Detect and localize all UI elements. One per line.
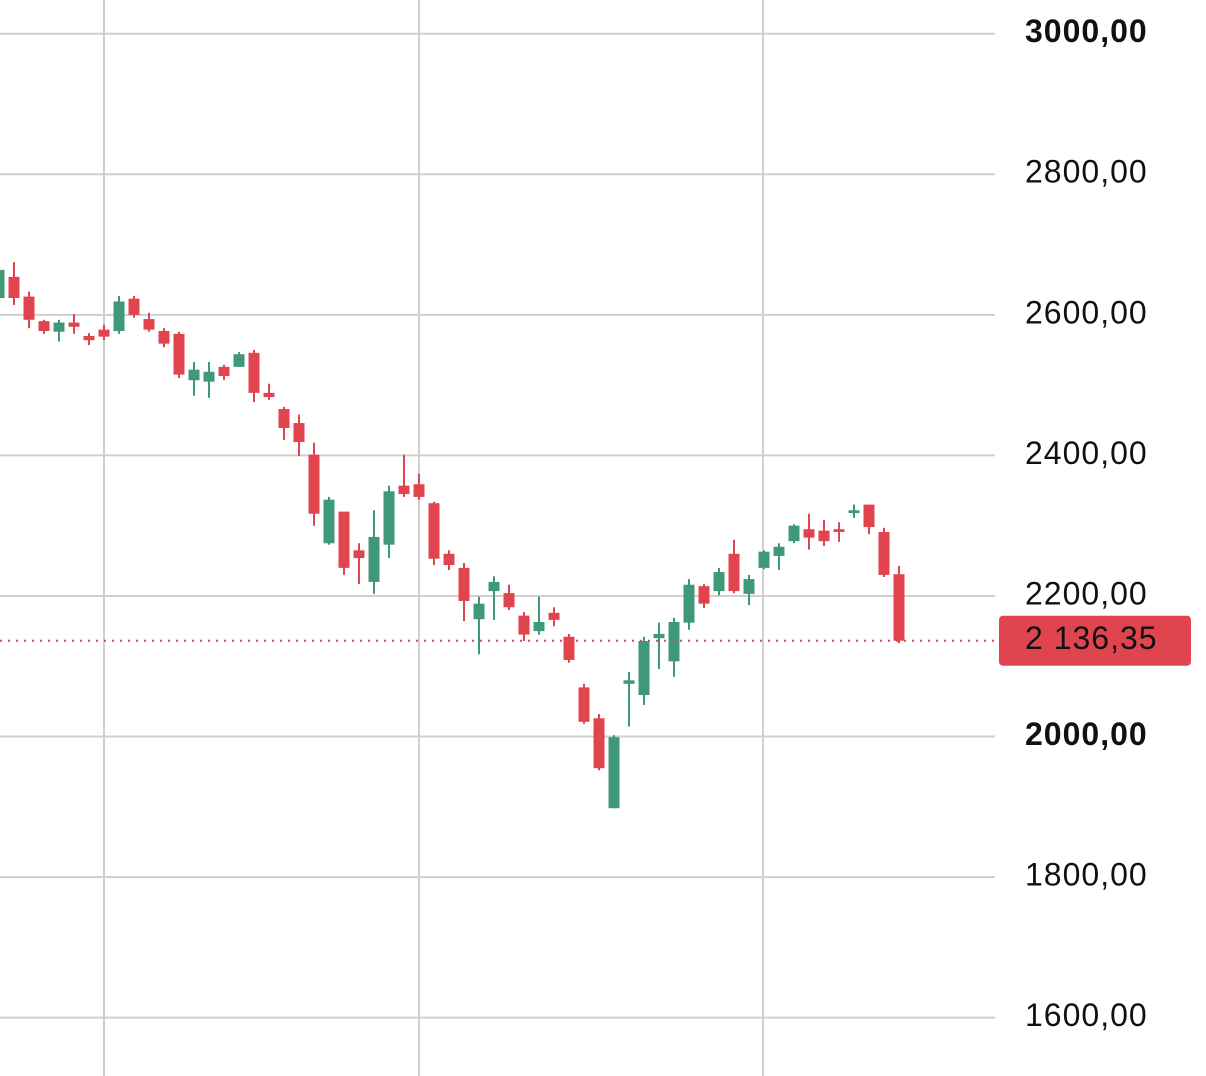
candle-body: [428, 503, 440, 559]
y-tick-label: 2400,00: [1025, 435, 1148, 471]
candle-body: [308, 454, 320, 514]
candle-body: [368, 536, 380, 582]
candle-body: [728, 553, 740, 592]
candle-body: [578, 687, 590, 722]
y-tick-label: 3000,00: [1025, 13, 1148, 49]
candle-body: [398, 485, 410, 495]
candle-body: [413, 484, 425, 497]
candle-body: [278, 409, 290, 429]
y-tick-label: 1600,00: [1025, 997, 1148, 1033]
candle-body: [548, 612, 560, 620]
candle-body: [503, 593, 515, 608]
candle-body: [533, 621, 545, 632]
candle-body: [233, 354, 245, 367]
candle-body: [128, 298, 140, 315]
candle-body: [98, 329, 110, 337]
candle-body: [383, 491, 395, 545]
candle-body: [263, 392, 275, 398]
candle-body: [83, 335, 95, 341]
candle-body: [758, 551, 770, 568]
candle-body: [848, 510, 860, 514]
candle-body: [818, 530, 830, 542]
candle-body: [323, 499, 335, 544]
candle-body: [188, 369, 200, 381]
candle-body: [68, 322, 80, 327]
candle-body: [863, 504, 875, 528]
candle-body: [893, 574, 905, 641]
candle-body: [563, 636, 575, 660]
candle-body: [443, 553, 455, 566]
candle-body: [173, 333, 185, 375]
candle-body: [293, 423, 305, 443]
candle-body: [878, 532, 890, 575]
vertical-grid: [103, 0, 764, 1076]
y-tick-label: 2800,00: [1025, 154, 1148, 190]
candle-body: [698, 586, 710, 604]
candle-body: [803, 529, 815, 538]
last-price-badge: [999, 615, 1191, 666]
candle-body: [788, 525, 800, 542]
candle-body: [833, 529, 845, 533]
candle-body: [608, 737, 620, 809]
candle-body: [143, 319, 155, 330]
candle-body: [473, 603, 485, 620]
last-price-label: 2 136,35: [1025, 620, 1158, 656]
candle-body: [8, 276, 20, 298]
candle-body: [773, 546, 785, 556]
candle-body: [53, 322, 65, 332]
candle-body: [218, 366, 230, 377]
candle-body: [488, 581, 500, 592]
candle-body: [0, 269, 5, 298]
candle-body: [113, 301, 125, 332]
y-tick-label: 1800,00: [1025, 857, 1148, 893]
y-tick-label: 2200,00: [1025, 575, 1148, 611]
candle-body: [248, 352, 260, 393]
candle-body: [713, 572, 725, 592]
candle-body: [518, 615, 530, 635]
candle-body: [623, 680, 635, 684]
candle-body: [683, 584, 695, 623]
y-tick-label: 2000,00: [1025, 716, 1148, 752]
candle-body: [458, 567, 470, 601]
candle-body: [158, 331, 170, 344]
candle-body: [593, 718, 605, 769]
candle-body: [743, 579, 755, 594]
candle-body: [203, 371, 215, 382]
y-tick-label: 2600,00: [1025, 294, 1148, 330]
candle-body: [338, 511, 350, 568]
candle-body: [638, 640, 650, 696]
candle-body: [23, 296, 35, 320]
candle-body: [653, 633, 665, 639]
candle-body: [353, 550, 365, 559]
candle-body: [38, 321, 50, 332]
